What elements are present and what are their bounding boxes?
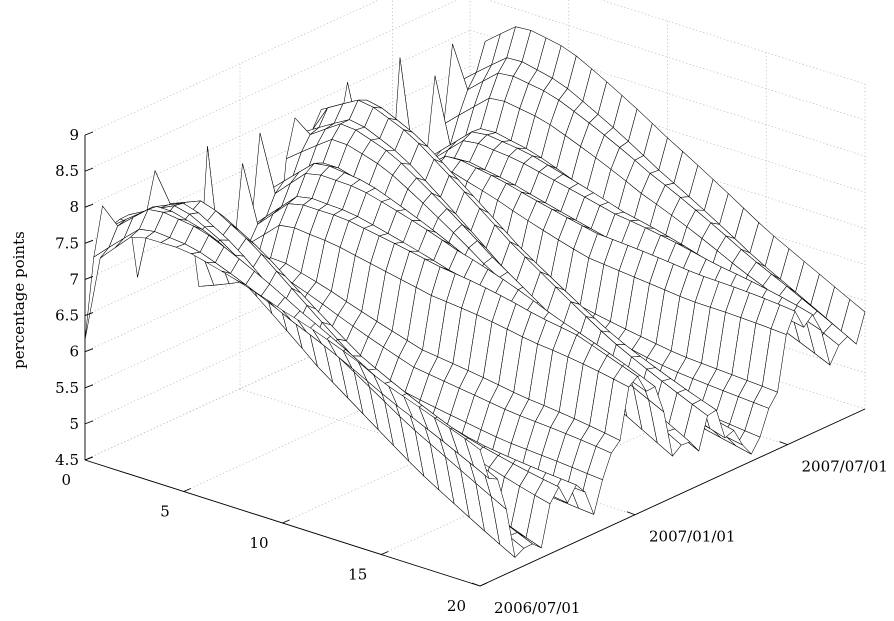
surface-cell bbox=[464, 438, 490, 479]
date-tick-mark-2 bbox=[779, 441, 788, 446]
z-tick-label: 6 bbox=[69, 343, 79, 361]
maturity-tick-mark-4 bbox=[479, 582, 488, 587]
maturity-tick-label: 0 bbox=[61, 471, 71, 489]
z-tick-mark-9 bbox=[84, 131, 94, 136]
z-tick-label: 8.5 bbox=[55, 162, 79, 180]
z-axis-label: percentage points bbox=[10, 231, 28, 369]
z-tick-label: 5.5 bbox=[55, 379, 79, 397]
z-tick-label: 7 bbox=[69, 270, 79, 288]
date-tick-mark-1 bbox=[626, 511, 636, 516]
z-tick-mark-8 bbox=[84, 167, 94, 172]
grid-line-z-left-6 bbox=[84, 66, 471, 244]
z-tick-mark-5 bbox=[84, 276, 94, 280]
z-tick-label: 7.5 bbox=[55, 234, 79, 252]
z-tick-label: 9 bbox=[69, 126, 79, 144]
date-tick-label: 2007/01/01 bbox=[649, 528, 735, 546]
date-axis: 2006/07/01 2007/01/01 2007/07/01 bbox=[471, 441, 888, 617]
date-axis-line bbox=[479, 408, 866, 587]
z-tick-mark-6 bbox=[84, 239, 94, 244]
maturity-tick-label: 20 bbox=[447, 597, 466, 615]
grid-line-z-right-8 bbox=[487, 0, 866, 121]
grid-line-floor-d-1 bbox=[239, 388, 636, 516]
date-tick-label: 2006/07/01 bbox=[494, 599, 580, 617]
maturity-tick-mark-3 bbox=[381, 551, 389, 555]
date-tick-label: 2007/07/01 bbox=[801, 458, 887, 476]
z-tick-mark-4 bbox=[84, 312, 94, 316]
z-tick-label: 6.5 bbox=[55, 307, 79, 325]
date-tick-mark-0 bbox=[471, 582, 481, 587]
maturity-tick-mark-0 bbox=[84, 456, 93, 461]
z-tick-mark-3 bbox=[84, 348, 94, 353]
grid-line-z-left-9 bbox=[84, 0, 380, 136]
maturity-tick-mark-1 bbox=[183, 488, 191, 492]
z-tick-mark-7 bbox=[84, 203, 94, 208]
z-tick-mark-1 bbox=[84, 420, 94, 425]
surface-cell bbox=[84, 247, 110, 341]
z-axis: 4.5 5 5.5 6 6.5 7 7.5 8 8.5 9 bbox=[55, 126, 94, 469]
grid-line-z-left-8 bbox=[84, 0, 459, 172]
maturity-tick-mark-2 bbox=[282, 519, 290, 524]
z-tick-mark-2 bbox=[84, 384, 94, 389]
surface-mesh bbox=[84, 26, 866, 558]
maturity-tick-label: 15 bbox=[348, 566, 367, 584]
maturity-axis: 0 5 10 15 20 bbox=[61, 456, 488, 615]
z-tick-label: 5 bbox=[69, 415, 79, 433]
z-tick-label: 8 bbox=[69, 198, 79, 216]
maturity-tick-label: 5 bbox=[160, 503, 170, 521]
z-tick-label: 4.5 bbox=[55, 451, 79, 469]
grid-line-z-left-7 bbox=[84, 29, 471, 208]
maturity-tick-label: 10 bbox=[249, 534, 268, 552]
